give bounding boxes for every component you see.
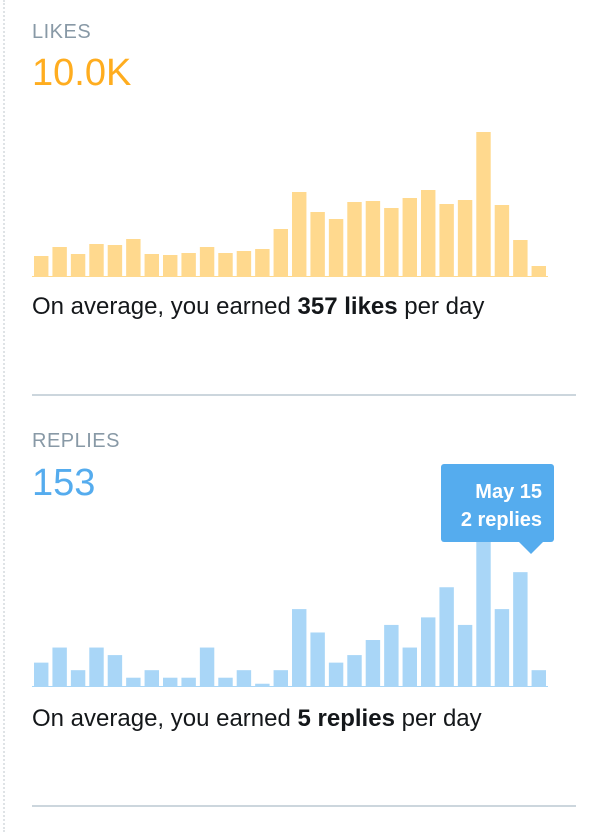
likes-bar[interactable] bbox=[89, 244, 104, 276]
likes-bar[interactable] bbox=[70, 254, 86, 276]
replies-bar[interactable] bbox=[255, 683, 270, 686]
replies-bar[interactable] bbox=[199, 647, 215, 686]
replies-divider bbox=[32, 805, 576, 807]
likes-summary-suffix: per day bbox=[397, 293, 485, 320]
replies-bar[interactable] bbox=[494, 609, 510, 686]
replies-bar[interactable] bbox=[181, 677, 196, 686]
likes-label: LIKES bbox=[32, 21, 92, 43]
likes-bar[interactable] bbox=[421, 190, 436, 276]
likes-bar[interactable] bbox=[328, 219, 344, 276]
tooltip-date: May 15 bbox=[475, 481, 542, 503]
replies-bar[interactable] bbox=[163, 677, 178, 686]
likes-bar[interactable] bbox=[218, 253, 233, 276]
left-dotted-rule bbox=[3, 0, 5, 832]
replies-label: REPLIES bbox=[32, 430, 120, 452]
replies-summary-prefix: On average, you earned bbox=[32, 705, 298, 732]
likes-bar[interactable] bbox=[531, 266, 546, 276]
likes-bar[interactable] bbox=[439, 204, 454, 276]
replies-bar[interactable] bbox=[476, 542, 491, 686]
replies-bar[interactable] bbox=[34, 662, 49, 686]
replies-bar[interactable] bbox=[513, 572, 528, 686]
replies-bar[interactable] bbox=[365, 640, 381, 686]
replies-bar[interactable] bbox=[144, 670, 159, 686]
likes-bar[interactable] bbox=[365, 201, 381, 276]
likes-bar[interactable] bbox=[52, 247, 67, 276]
likes-summary-prefix: On average, you earned bbox=[32, 293, 298, 320]
likes-bar[interactable] bbox=[126, 239, 141, 276]
likes-bar[interactable] bbox=[347, 202, 362, 276]
replies-bar[interactable] bbox=[236, 670, 252, 686]
replies-bar[interactable] bbox=[89, 647, 104, 686]
likes-bar[interactable] bbox=[34, 256, 49, 276]
replies-summary-bold: 5 replies bbox=[297, 705, 395, 732]
likes-bar[interactable] bbox=[107, 245, 123, 276]
replies-bar[interactable] bbox=[310, 632, 325, 686]
likes-bar-chart bbox=[32, 132, 548, 277]
bar-tooltip: May 15 2 replies bbox=[441, 464, 554, 554]
replies-summary: On average, you earned 5 replies per day bbox=[32, 700, 532, 738]
replies-bar[interactable] bbox=[107, 655, 123, 686]
replies-summary-suffix: per day bbox=[394, 705, 482, 732]
replies-bar[interactable] bbox=[52, 647, 67, 686]
likes-bar[interactable] bbox=[144, 254, 159, 276]
replies-bar[interactable] bbox=[273, 670, 288, 686]
likes-bar[interactable] bbox=[402, 198, 417, 276]
likes-total: 10.0K bbox=[32, 52, 132, 94]
likes-bar[interactable] bbox=[273, 229, 288, 276]
likes-bar[interactable] bbox=[476, 132, 491, 276]
replies-bar[interactable] bbox=[218, 677, 233, 686]
likes-bar[interactable] bbox=[255, 249, 270, 276]
replies-bar[interactable] bbox=[328, 662, 344, 686]
likes-bar[interactable] bbox=[384, 208, 399, 276]
likes-bar[interactable] bbox=[457, 200, 473, 276]
replies-section: REPLIES 153 May 15 2 replies On average,… bbox=[32, 410, 576, 807]
replies-bar[interactable] bbox=[384, 624, 399, 686]
replies-bar[interactable] bbox=[402, 647, 417, 686]
likes-section: LIKES 10.0K On average, you earned 357 l… bbox=[32, 0, 576, 396]
replies-total: 153 bbox=[32, 462, 96, 504]
replies-bar[interactable] bbox=[457, 624, 473, 686]
likes-summary: On average, you earned 357 likes per day bbox=[32, 288, 532, 326]
likes-bar[interactable] bbox=[513, 240, 528, 276]
replies-bar[interactable] bbox=[70, 670, 86, 686]
likes-bar[interactable] bbox=[199, 247, 215, 276]
likes-bar[interactable] bbox=[236, 251, 252, 276]
likes-bar[interactable] bbox=[310, 212, 325, 276]
likes-bar[interactable] bbox=[292, 192, 307, 276]
tooltip-value: 2 replies bbox=[460, 509, 542, 531]
replies-bar[interactable] bbox=[292, 609, 307, 686]
replies-bar[interactable] bbox=[126, 677, 141, 686]
replies-bar-chart bbox=[32, 542, 548, 687]
replies-bar[interactable] bbox=[531, 670, 546, 686]
likes-divider bbox=[32, 394, 576, 396]
likes-bar[interactable] bbox=[163, 255, 178, 276]
likes-bar[interactable] bbox=[494, 205, 510, 276]
likes-summary-bold: 357 likes bbox=[297, 293, 398, 320]
replies-bar[interactable] bbox=[439, 587, 454, 686]
replies-bar[interactable] bbox=[421, 617, 436, 686]
likes-bar[interactable] bbox=[181, 253, 196, 276]
replies-bar[interactable] bbox=[347, 655, 362, 686]
